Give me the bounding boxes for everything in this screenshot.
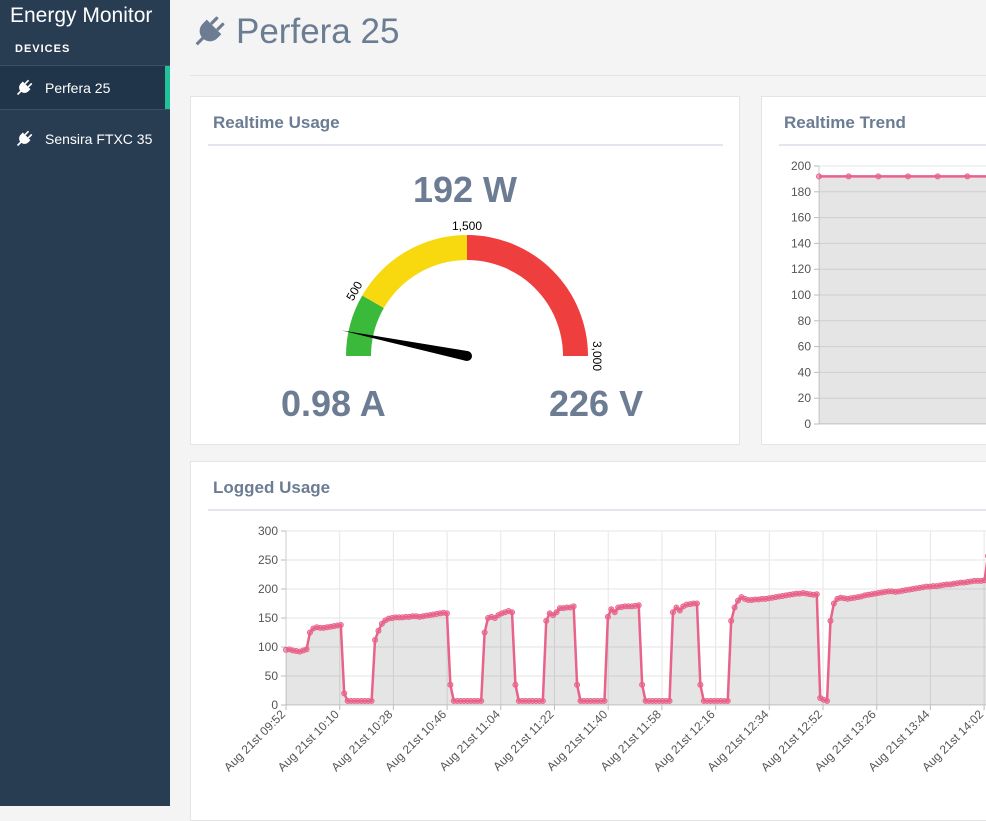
page-title: Perfera 25 [236, 12, 399, 52]
sidebar-item-sensira-ftxc-35[interactable]: Sensira FTXC 35 [0, 116, 170, 161]
gauge-band-2 [467, 235, 588, 356]
data-point [965, 174, 970, 179]
data-point [369, 698, 374, 703]
data-point [732, 605, 737, 610]
data-point [540, 698, 545, 703]
y-tick-label: 100 [791, 288, 811, 302]
y-tick-label: 250 [258, 553, 278, 567]
plug-icon [190, 13, 228, 51]
data-point [544, 618, 549, 623]
y-tick-label: 150 [258, 611, 278, 625]
gauge-band-1 [362, 235, 467, 308]
y-tick-label: 200 [258, 582, 278, 596]
y-tick-label: 20 [798, 391, 812, 405]
data-point [982, 578, 986, 583]
data-point [575, 682, 580, 687]
data-point [906, 174, 911, 179]
app-title: Energy Monitor [10, 4, 152, 28]
sidebar-item-label: Sensira FTXC 35 [45, 131, 152, 147]
y-tick-label: 140 [791, 236, 811, 250]
data-point [729, 618, 734, 623]
data-point [479, 698, 484, 703]
data-point [831, 601, 836, 606]
data-point [828, 618, 833, 623]
data-point [571, 604, 576, 609]
sidebar-item-perfera-25[interactable]: Perfera 25 [0, 65, 170, 110]
data-point [612, 610, 617, 615]
page-header: Perfera 25 [190, 12, 399, 52]
y-tick-label: 60 [798, 340, 812, 354]
data-point [304, 647, 309, 652]
header-divider [190, 75, 986, 76]
data-point [817, 174, 822, 179]
gauge-tick-label: 3,000 [590, 341, 604, 371]
y-tick-label: 200 [791, 159, 811, 173]
data-point [636, 603, 641, 608]
y-tick-label: 0 [804, 417, 811, 431]
data-point [667, 698, 672, 703]
devices-section-label: DEVICES [15, 43, 70, 55]
data-point [448, 682, 453, 687]
y-tick-label: 80 [798, 314, 812, 328]
data-point [846, 174, 851, 179]
data-point [825, 698, 830, 703]
data-point [376, 628, 381, 633]
data-point [510, 610, 515, 615]
data-point [605, 614, 610, 619]
y-tick-label: 50 [265, 669, 279, 683]
data-point [342, 691, 347, 696]
plug-icon [14, 129, 34, 149]
sidebar-item-label: Perfera 25 [45, 80, 110, 96]
y-tick-label: 160 [791, 211, 811, 225]
series-area [819, 176, 986, 424]
data-point [698, 682, 703, 687]
y-tick-label: 300 [258, 524, 278, 538]
data-point [444, 611, 449, 616]
data-point [935, 174, 940, 179]
data-point [482, 630, 487, 635]
plug-icon [14, 78, 34, 98]
data-point [725, 698, 730, 703]
y-tick-label: 40 [798, 365, 812, 379]
gauge-tick-label: 1,500 [452, 219, 482, 233]
gauge-needle-hub [462, 351, 472, 361]
data-point [694, 601, 699, 606]
data-point [814, 592, 819, 597]
data-point [338, 622, 343, 627]
data-point [373, 638, 378, 643]
sidebar: Energy Monitor DEVICES Perfera 25 Sensir… [0, 0, 170, 806]
data-point [513, 682, 518, 687]
series-area [286, 556, 986, 705]
voltage-readout: 226 V [549, 383, 643, 425]
data-point [640, 682, 645, 687]
data-point [876, 174, 881, 179]
data-point [602, 698, 607, 703]
y-tick-label: 180 [791, 185, 811, 199]
y-tick-label: 100 [258, 640, 278, 654]
current-readout: 0.98 A [281, 383, 386, 425]
y-tick-label: 120 [791, 262, 811, 276]
data-point [670, 610, 675, 615]
